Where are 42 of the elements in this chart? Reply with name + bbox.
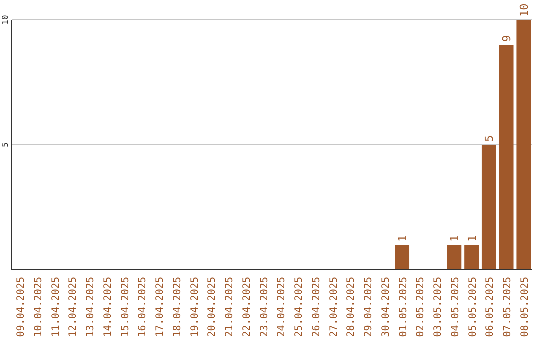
data-label: 1 — [396, 235, 410, 242]
bar — [482, 145, 496, 270]
x-tick-label: 27.04.2025 — [328, 277, 340, 338]
x-tick-label: 05.05.2025 — [468, 277, 479, 338]
x-tick-label: 30.04.2025 — [380, 277, 392, 338]
x-tick-label: 01.05.2025 — [398, 277, 410, 338]
bar — [395, 245, 410, 270]
x-tick-label: 17.04.2025 — [155, 277, 166, 338]
x-tick-label: 28.04.2025 — [346, 277, 358, 338]
data-label: 5 — [483, 135, 496, 142]
x-tick-label: 21.04.2025 — [224, 277, 236, 338]
x-tick-label: 04.05.2025 — [450, 277, 462, 338]
x-tick-label: 26.04.2025 — [311, 277, 322, 338]
x-tick-label: 29.04.2025 — [364, 277, 375, 338]
data-label: 1 — [466, 235, 479, 242]
x-tick-label: 22.04.2025 — [242, 277, 253, 338]
x-tick-label: 16.04.2025 — [138, 277, 149, 338]
x-tick-label: 02.05.2025 — [416, 277, 427, 338]
data-label: 1 — [448, 235, 462, 242]
x-tick-label: 18.04.2025 — [172, 277, 184, 338]
x-tick-label: 25.04.2025 — [294, 277, 306, 338]
bar — [447, 245, 462, 270]
x-tick-label: 15.04.2025 — [120, 277, 132, 338]
x-tick-label: 06.05.2025 — [485, 277, 496, 338]
data-label: 9 — [500, 35, 514, 42]
data-label: 10 — [518, 4, 531, 17]
x-tick-label: 09.04.2025 — [16, 277, 28, 338]
x-tick-label: 14.04.2025 — [102, 277, 114, 338]
x-tick-label: 19.04.2025 — [190, 277, 201, 338]
x-tick-label: 10.04.2025 — [33, 277, 44, 338]
x-tick-label: 12.04.2025 — [68, 277, 80, 338]
bar — [516, 20, 532, 270]
x-tick-label: 24.04.2025 — [276, 277, 288, 338]
x-tick-label: 07.05.2025 — [502, 277, 514, 338]
x-tick-label: 08.05.2025 — [520, 277, 531, 338]
x-tick-label: 11.04.2025 — [50, 277, 62, 338]
x-tick-label: 03.05.2025 — [433, 277, 444, 338]
bar — [464, 245, 480, 270]
x-tick-label: 23.04.2025 — [259, 277, 270, 338]
x-tick-label: 20.04.2025 — [207, 277, 218, 338]
x-tick-label: 13.04.2025 — [86, 277, 97, 338]
bar — [499, 45, 514, 270]
